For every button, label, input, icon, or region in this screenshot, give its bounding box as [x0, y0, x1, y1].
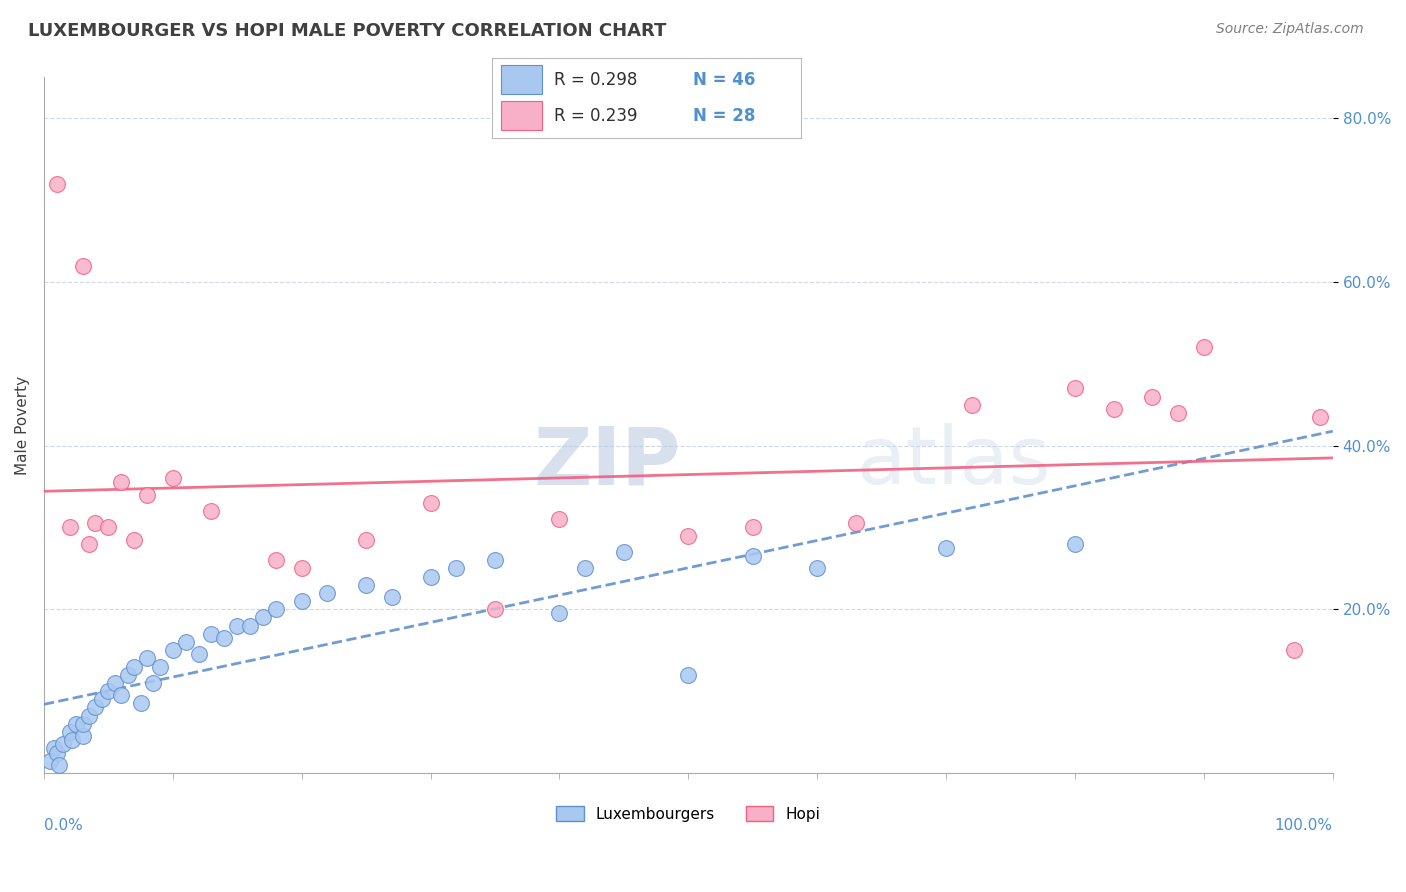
Point [484, 602, 506, 616]
Point [1102, 401, 1125, 416]
Point [59, 520, 82, 534]
Point [72, 729, 94, 743]
Point [187, 648, 209, 662]
Point [162, 471, 184, 485]
Point [1064, 537, 1087, 551]
Point [613, 545, 636, 559]
Point [97, 684, 120, 698]
Point [1192, 341, 1215, 355]
Point [239, 618, 262, 632]
Text: N = 46: N = 46 [693, 70, 755, 88]
Point [45, 177, 67, 191]
Point [419, 496, 441, 510]
Point [174, 635, 197, 649]
Text: Source: ZipAtlas.com: Source: ZipAtlas.com [1216, 22, 1364, 37]
Point [60, 733, 83, 747]
Text: R = 0.239: R = 0.239 [554, 107, 637, 125]
Point [264, 602, 287, 616]
Point [104, 676, 127, 690]
Point [117, 667, 139, 681]
Point [45, 746, 67, 760]
Point [72, 717, 94, 731]
Point [149, 659, 172, 673]
Point [110, 475, 132, 490]
Point [97, 520, 120, 534]
Bar [502, 102, 541, 130]
Point [354, 578, 377, 592]
Point [845, 516, 868, 531]
Point [90, 692, 112, 706]
Point [110, 688, 132, 702]
Point [136, 651, 159, 665]
Point [291, 561, 314, 575]
Point [935, 541, 957, 555]
Point [72, 259, 94, 273]
Point [136, 488, 159, 502]
Point [200, 627, 222, 641]
Point [44, 741, 66, 756]
Point [162, 643, 184, 657]
Point [381, 590, 404, 604]
Point [678, 529, 700, 543]
Point [84, 700, 107, 714]
Text: LUXEMBOURGER VS HOPI MALE POVERTY CORRELATION CHART: LUXEMBOURGER VS HOPI MALE POVERTY CORREL… [28, 22, 666, 40]
Y-axis label: Male Poverty: Male Poverty [15, 376, 30, 475]
Point [548, 607, 571, 621]
Point [678, 667, 700, 681]
Point [1309, 410, 1331, 425]
Legend: Luxembourgers, Hopi: Luxembourgers, Hopi [550, 800, 827, 828]
Text: N = 28: N = 28 [693, 107, 755, 125]
Point [122, 533, 145, 547]
Point [214, 631, 236, 645]
Point [264, 553, 287, 567]
Point [1142, 390, 1164, 404]
Point [226, 618, 249, 632]
Text: ZIP: ZIP [534, 423, 681, 501]
Point [52, 737, 75, 751]
Point [316, 586, 339, 600]
Point [65, 717, 87, 731]
Point [574, 561, 596, 575]
Point [1064, 381, 1087, 395]
Point [48, 757, 70, 772]
Point [960, 398, 983, 412]
Text: 0.0%: 0.0% [44, 818, 83, 833]
Point [77, 708, 100, 723]
Point [1167, 406, 1189, 420]
Point [354, 533, 377, 547]
Point [484, 553, 506, 567]
Point [806, 561, 828, 575]
Point [548, 512, 571, 526]
Point [252, 610, 274, 624]
Point [741, 520, 763, 534]
Point [446, 561, 468, 575]
Point [741, 549, 763, 563]
Text: R = 0.298: R = 0.298 [554, 70, 637, 88]
Point [200, 504, 222, 518]
Point [291, 594, 314, 608]
Point [142, 676, 165, 690]
Point [84, 516, 107, 531]
Point [129, 697, 152, 711]
Point [59, 725, 82, 739]
Point [39, 754, 62, 768]
Point [419, 569, 441, 583]
Bar [502, 65, 541, 95]
Point [1282, 643, 1305, 657]
Text: 100.0%: 100.0% [1275, 818, 1333, 833]
Point [77, 537, 100, 551]
Text: atlas: atlas [856, 423, 1050, 501]
Point [122, 659, 145, 673]
